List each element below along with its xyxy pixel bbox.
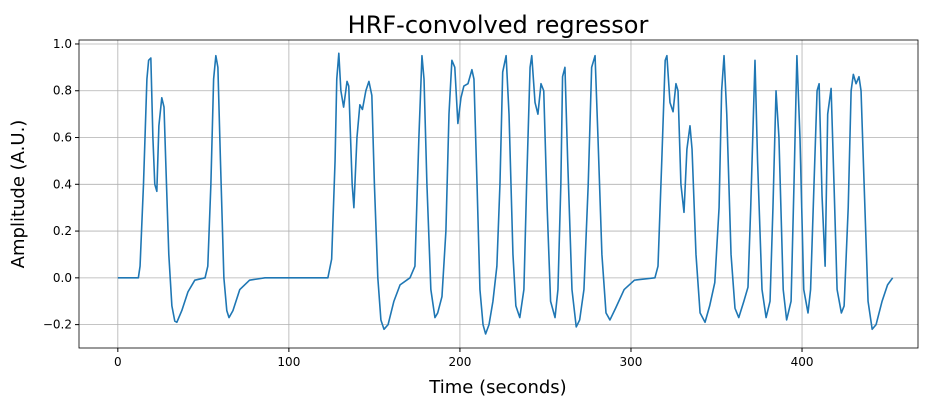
- x-tick-label: 300: [620, 355, 643, 369]
- line: [117, 52, 894, 335]
- x-tick-label: 100: [277, 355, 300, 369]
- y-tick-label: 1.0: [53, 37, 72, 51]
- x-axis-label: Time (seconds): [428, 377, 566, 398]
- y-tick-label: 0.6: [53, 131, 72, 145]
- y-tick-label: 0.4: [53, 177, 72, 191]
- x-tick-label: 200: [448, 355, 471, 369]
- y-tick-label: 0.8: [53, 84, 72, 98]
- x-tick-label: 0: [114, 355, 122, 369]
- chart-title: HRF-convolved regressor: [348, 11, 649, 39]
- y-tick-label: −0.2: [43, 318, 72, 332]
- x-tick-label: 400: [791, 355, 814, 369]
- plot-frame: [78, 39, 919, 349]
- y-axis-label: Amplitude (A.U.): [8, 120, 29, 269]
- y-tick-label: 0.2: [53, 224, 72, 238]
- y-tick-label: 0.0: [53, 271, 72, 285]
